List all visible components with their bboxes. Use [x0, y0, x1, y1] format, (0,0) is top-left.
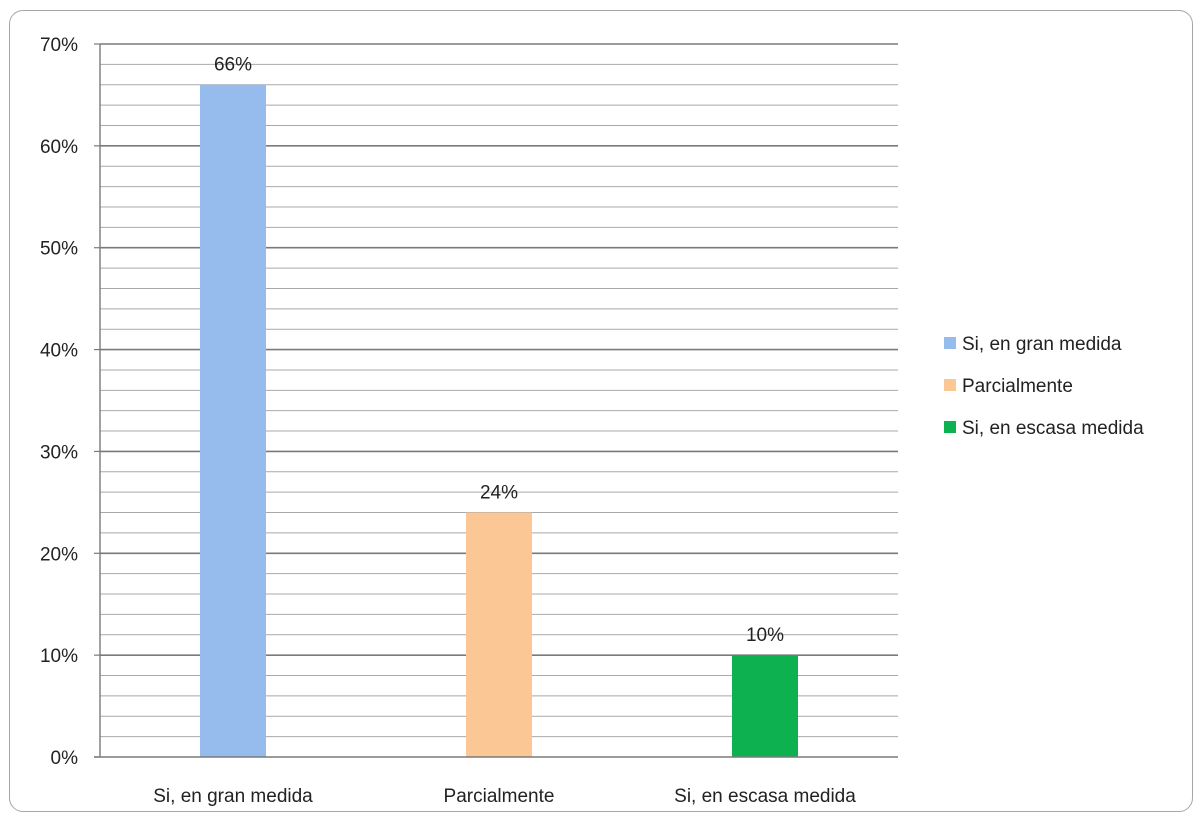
y-tick-label: 20%	[40, 544, 78, 565]
legend-swatch-2	[944, 379, 956, 391]
legend-label-3: Si, en escasa medida	[962, 418, 1144, 439]
legend-swatch-3	[944, 421, 956, 433]
x-category-label-1: Si, en gran medida	[153, 786, 313, 807]
y-tick-label: 40%	[40, 341, 78, 362]
bar-3	[732, 655, 798, 757]
bar-2	[466, 512, 532, 757]
legend-swatch-1	[944, 337, 956, 349]
data-label-1: 66%	[214, 55, 252, 76]
axes	[94, 43, 898, 758]
legend-label-2: Parcialmente	[962, 376, 1073, 397]
y-tick-label: 50%	[40, 239, 78, 260]
bar-1	[200, 84, 266, 757]
labels: 0% 10% 20% 30% 40% 50% 60% 70% 66% Si, en gran me…	[40, 35, 856, 807]
y-tick-label: 70%	[40, 35, 78, 56]
data-label-2: 24%	[480, 483, 518, 504]
x-category-label-2: Parcialmente	[444, 786, 555, 807]
x-category-label-3: Si, en escasa medida	[674, 786, 856, 807]
y-tick-label: 10%	[40, 646, 78, 667]
bars	[200, 84, 798, 757]
y-tick-label: 60%	[40, 137, 78, 158]
y-tick-label: 0%	[51, 748, 79, 769]
y-tick-label: 30%	[40, 442, 78, 463]
data-label-3: 10%	[746, 625, 784, 646]
legend-label-1: Si, en gran medida	[962, 334, 1122, 355]
legend: Si, en gran medida Parcialmente Si, en esc…	[944, 334, 1144, 439]
